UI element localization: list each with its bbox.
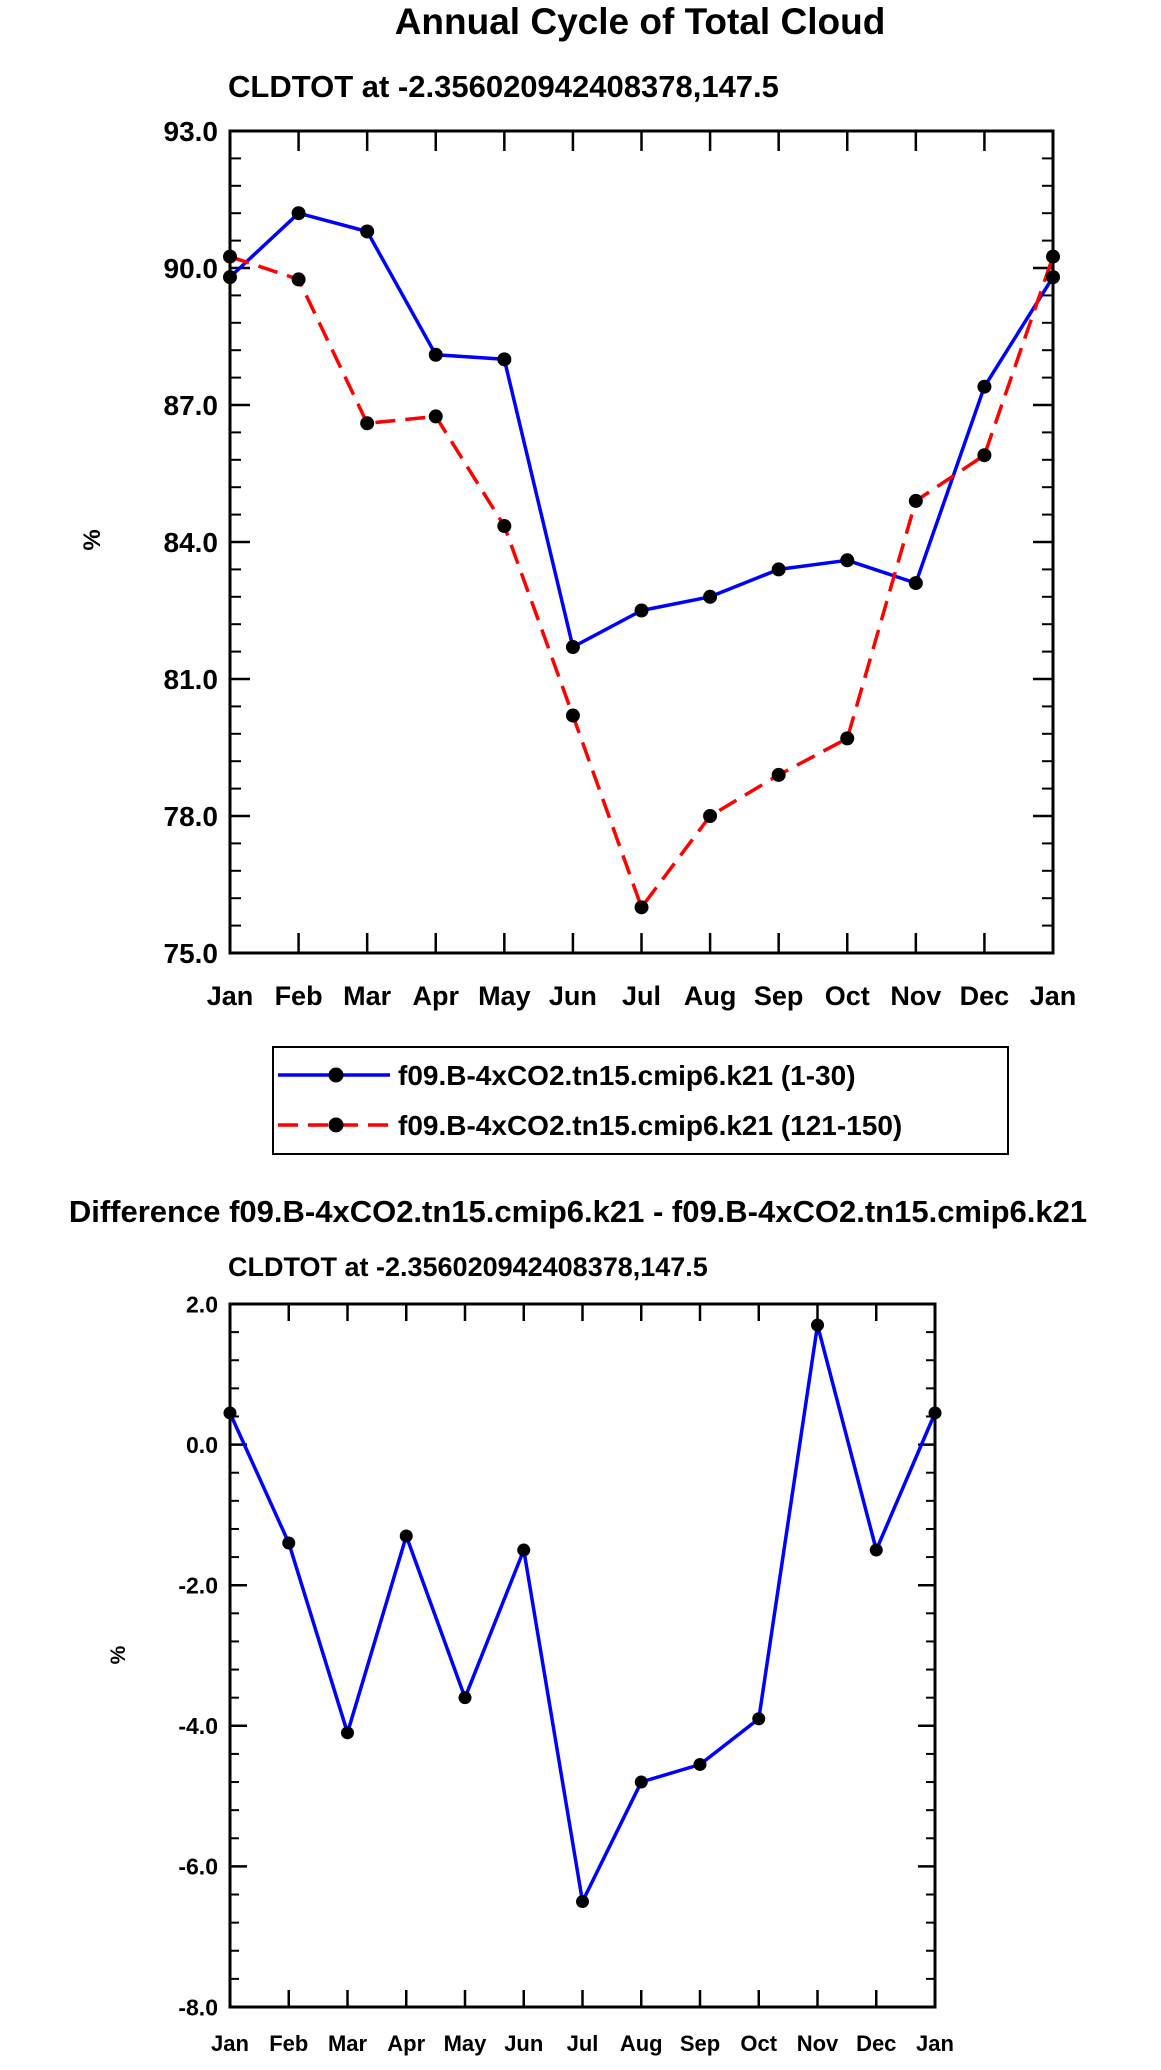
series-1-point (517, 1543, 531, 1557)
x-tick-label: May (444, 2031, 488, 2056)
series-1-point (428, 347, 443, 362)
y-tick-label: 87.0 (164, 390, 219, 421)
y-tick-label: 93.0 (164, 116, 219, 147)
y-tick-label: 90.0 (164, 253, 219, 284)
series-1-point (282, 1536, 296, 1550)
chart1-title: Annual Cycle of Total Cloud (395, 1, 886, 42)
series-2-point (634, 900, 649, 915)
x-tick-label: Jan (211, 2031, 249, 2056)
x-tick-label: Dec (856, 2031, 896, 2056)
x-tick-label: Mar (343, 981, 392, 1011)
x-tick-label: Jan (916, 2031, 954, 2056)
x-tick-label: Nov (797, 2031, 839, 2056)
series-1-point (752, 1712, 766, 1726)
y-tick-label: 75.0 (164, 938, 219, 969)
series-1-line (228, 1323, 937, 1904)
series-2-point (1046, 249, 1060, 264)
series-1-point (458, 1691, 472, 1705)
series-2-point (771, 767, 786, 782)
legend-marker-series-2 (328, 1117, 344, 1133)
x-tick-label: Jul (567, 2031, 599, 2056)
series-1-point (223, 270, 237, 285)
y-tick-label: 78.0 (164, 801, 219, 832)
series-2-line (229, 254, 1055, 910)
series-1-point (869, 1543, 883, 1557)
series-2-point (840, 731, 855, 746)
series-2-point (360, 416, 375, 431)
x-tick-label: Jul (622, 981, 661, 1011)
y-tick-label: 0.0 (186, 1432, 218, 1458)
series-2-point (908, 493, 923, 508)
y-tick-label: 84.0 (164, 527, 219, 558)
series-1-point (291, 206, 306, 221)
chart1-ylabel: % (79, 529, 106, 550)
x-tick-label: Feb (269, 2031, 308, 2056)
chart1-plot: 75.0 78.0 81.0 84.0 87.0 90.0 93.0 Jan Feb Mar Apr… (164, 116, 1077, 1011)
x-tick-label: Oct (740, 2031, 777, 2056)
series-2-point (565, 708, 580, 723)
x-tick-label: Dec (960, 981, 1010, 1011)
series-1-point (840, 553, 855, 568)
series-1-point (576, 1895, 589, 1909)
x-tick-label: Sep (754, 981, 804, 1011)
chart2-plot: -8.0 -6.0 -4.0 -2.0 0.0 2.0 Jan Feb Mar Apr May Jun… (178, 1291, 954, 2056)
y-tick-label: -2.0 (178, 1572, 218, 1598)
x-tick-label: Sep (680, 2031, 720, 2056)
series-1-point (908, 576, 923, 591)
series-1-point (634, 1775, 648, 1789)
legend-box (272, 1046, 1009, 1155)
x-tick-label: Jan (1030, 981, 1077, 1011)
y-tick-label: -6.0 (178, 1854, 218, 1880)
series-1-point (977, 379, 992, 394)
series-1-point (811, 1318, 824, 1332)
series-2-point (497, 519, 512, 534)
chart1-subtitle: CLDTOT at -2.356020942408378,147.5 (228, 69, 779, 104)
x-tick-label: Jun (504, 2031, 543, 2056)
series-2-point (703, 809, 718, 823)
series-1-point (634, 603, 649, 618)
series-1-point (693, 1757, 707, 1771)
legend-marker-series-1 (328, 1067, 344, 1083)
x-tick-label: Jun (549, 981, 597, 1011)
series-1-point (771, 562, 786, 577)
x-tick-label: May (478, 981, 531, 1011)
x-tick-label: Oct (825, 981, 870, 1011)
series-1-point (223, 1406, 237, 1420)
series-1-point (565, 640, 580, 655)
series-1-point (1046, 270, 1060, 285)
y-tick-label: 2.0 (186, 1291, 218, 1317)
series-1-point (341, 1726, 354, 1740)
x-tick-label: Aug (620, 2031, 663, 2056)
y-tick-label: 81.0 (164, 664, 219, 695)
series-2-point (291, 272, 306, 287)
x-tick-label: Mar (328, 2031, 368, 2056)
series-1-point (399, 1529, 413, 1543)
chart2-ylabel: % (107, 1645, 130, 1664)
series-2-point (428, 409, 443, 424)
series-1-line (228, 211, 1055, 649)
chart2-subtitle: CLDTOT at -2.356020942408378,147.5 (228, 1252, 708, 1282)
x-tick-label: Apr (413, 981, 460, 1011)
series-1-point (497, 352, 512, 367)
series-2-point (977, 448, 992, 463)
chart2-title: Difference f09.B-4xCO2.tn15.cmip6.k21 - … (69, 1194, 1087, 1229)
x-tick-label: Nov (890, 981, 941, 1011)
chart1-legend: f09.B-4xCO2.tn15.cmip6.k21 (1-30) f09.B-… (272, 1046, 1009, 1155)
x-tick-label: Aug (684, 981, 736, 1011)
series-1-point (360, 224, 375, 239)
series-1-point (928, 1406, 942, 1420)
series-2-point (223, 249, 237, 264)
legend-label-series-1: f09.B-4xCO2.tn15.cmip6.k21 (1-30) (398, 1060, 856, 1091)
x-tick-label: Feb (275, 981, 323, 1011)
legend-label-series-2: f09.B-4xCO2.tn15.cmip6.k21 (121-150) (398, 1110, 902, 1141)
series-1-point (703, 589, 718, 604)
y-tick-label: -4.0 (178, 1713, 218, 1739)
x-tick-label: Apr (387, 2031, 425, 2056)
y-tick-label: -8.0 (178, 1994, 218, 2020)
x-tick-label: Jan (207, 981, 254, 1011)
